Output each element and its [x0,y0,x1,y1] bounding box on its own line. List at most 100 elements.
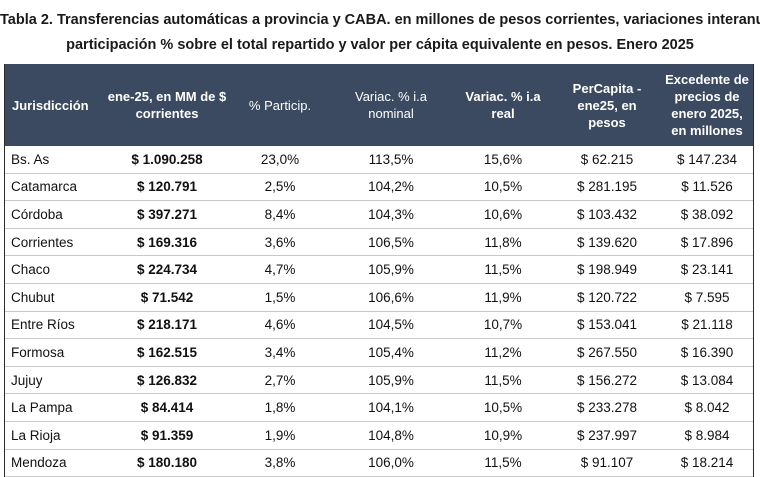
cell-var-nominal: 105,9% [329,255,453,284]
table-row: Córdoba $ 397.271 8,4% 104,3% 10,6% $ 10… [5,200,753,229]
cell-var-real: 10,5% [453,393,553,422]
cell-percapita: $ 198.949 [553,255,661,284]
cell-excedente: $ 18.214 [661,449,753,477]
cell-var-nominal: 104,2% [329,173,453,202]
header-excedente: Excedente de precios de enero 2025, en m… [661,64,753,146]
header-var-real: Variac. % i.a real [453,64,553,146]
cell-excedente: $ 23.141 [661,255,753,284]
table-body: Bs. As $ 1.090.258 23,0% 113,5% 15,6% $ … [5,146,753,477]
cell-particip: 1,9% [231,421,329,450]
cell-monto: $ 169.316 [103,228,231,257]
cell-percapita: $ 62.215 [553,146,661,174]
cell-monto: $ 224.734 [103,255,231,284]
table-title-line-1: Tabla 2. Transferencias automáticas a pr… [0,12,760,28]
cell-var-real: 11,5% [453,449,553,477]
cell-percapita: $ 156.272 [553,366,661,395]
cell-var-nominal: 106,6% [329,283,453,312]
cell-excedente: $ 8.984 [661,421,753,450]
cell-percapita: $ 267.550 [553,338,661,367]
cell-monto: $ 180.180 [103,449,231,477]
cell-particip: 4,6% [231,311,329,340]
cell-monto: $ 120.791 [103,173,231,202]
cell-excedente: $ 16.390 [661,338,753,367]
cell-jurisdiccion: La Pampa [5,393,103,422]
cell-percapita: $ 281.195 [553,173,661,202]
cell-var-nominal: 104,8% [329,421,453,450]
cell-jurisdiccion: Bs. As [5,146,103,174]
cell-percapita: $ 103.432 [553,200,661,229]
cell-percapita: $ 153.041 [553,311,661,340]
cell-jurisdiccion: Chaco [5,255,103,284]
cell-particip: 4,7% [231,255,329,284]
cell-var-nominal: 105,4% [329,338,453,367]
cell-var-nominal: 104,3% [329,200,453,229]
cell-var-nominal: 113,5% [329,146,453,174]
table-row: Chubut $ 71.542 1,5% 106,6% 11,9% $ 120.… [5,283,753,312]
header-jurisdiccion: Jurisdicción [5,64,103,146]
table-row: La Pampa $ 84.414 1,8% 104,1% 10,5% $ 23… [5,393,753,422]
cell-particip: 3,6% [231,228,329,257]
header-particip: % Particip. [231,64,329,146]
cell-percapita: $ 139.620 [553,228,661,257]
cell-jurisdiccion: Entre Ríos [5,311,103,340]
cell-percapita: $ 233.278 [553,393,661,422]
cell-var-real: 11,2% [453,338,553,367]
header-percapita: PerCapita - ene25, en pesos [553,64,661,146]
table-row: Corrientes $ 169.316 3,6% 106,5% 11,8% $… [5,228,753,257]
cell-monto: $ 397.271 [103,200,231,229]
cell-particip: 2,7% [231,366,329,395]
cell-monto: $ 218.171 [103,311,231,340]
cell-percapita: $ 237.997 [553,421,661,450]
cell-excedente: $ 13.084 [661,366,753,395]
cell-percapita: $ 91.107 [553,449,661,477]
table-row: Mendoza $ 180.180 3,8% 106,0% 11,5% $ 91… [5,449,753,477]
cell-var-real: 10,6% [453,200,553,229]
cell-monto: $ 126.832 [103,366,231,395]
cell-var-nominal: 106,5% [329,228,453,257]
cell-monto: $ 1.090.258 [103,146,231,174]
cell-var-nominal: 104,1% [329,393,453,422]
cell-excedente: $ 21.118 [661,311,753,340]
table-row: Entre Ríos $ 218.171 4,6% 104,5% 10,7% $… [5,311,753,340]
table-title: Tabla 2. Transferencias automáticas a pr… [0,8,760,58]
header-monto: ene-25, en MM de $ corrientes [103,64,231,146]
cell-monto: $ 71.542 [103,283,231,312]
table-row: La Rioja $ 91.359 1,9% 104,8% 10,9% $ 23… [5,421,753,450]
cell-jurisdiccion: Jujuy [5,366,103,395]
cell-particip: 3,8% [231,449,329,477]
cell-particip: 23,0% [231,146,329,174]
cell-excedente: $ 17.896 [661,228,753,257]
cell-jurisdiccion: Córdoba [5,200,103,229]
cell-var-real: 15,6% [453,146,553,174]
cell-var-nominal: 106,0% [329,449,453,477]
table-row: Chaco $ 224.734 4,7% 105,9% 11,5% $ 198.… [5,255,753,284]
table-header: Jurisdicción ene-25, en MM de $ corrient… [5,64,753,146]
header-row: Jurisdicción ene-25, en MM de $ corrient… [5,64,753,146]
cell-var-real: 10,9% [453,421,553,450]
cell-var-real: 11,9% [453,283,553,312]
cell-var-nominal: 105,9% [329,366,453,395]
cell-excedente: $ 38.092 [661,200,753,229]
cell-var-real: 11,5% [453,255,553,284]
header-var-nominal: Variac. % i.a nominal [329,64,453,146]
cell-jurisdiccion: Catamarca [5,173,103,202]
cell-particip: 8,4% [231,200,329,229]
cell-particip: 2,5% [231,173,329,202]
cell-monto: $ 91.359 [103,421,231,450]
table-row: Jujuy $ 126.832 2,7% 105,9% 11,5% $ 156.… [5,366,753,395]
cell-jurisdiccion: Corrientes [5,228,103,257]
table-row: Formosa $ 162.515 3,4% 105,4% 11,2% $ 26… [5,338,753,367]
table-row: Catamarca $ 120.791 2,5% 104,2% 10,5% $ … [5,173,753,202]
cell-percapita: $ 120.722 [553,283,661,312]
cell-excedente: $ 7.595 [661,283,753,312]
cell-particip: 1,5% [231,283,329,312]
cell-var-real: 10,7% [453,311,553,340]
cell-var-nominal: 104,5% [329,311,453,340]
transfers-table-container: Jurisdicción ene-25, en MM de $ corrient… [4,64,754,477]
cell-var-real: 11,8% [453,228,553,257]
table-row: Bs. As $ 1.090.258 23,0% 113,5% 15,6% $ … [5,146,753,174]
cell-jurisdiccion: La Rioja [5,421,103,450]
cell-jurisdiccion: Formosa [5,338,103,367]
cell-monto: $ 162.515 [103,338,231,367]
transfers-table: Jurisdicción ene-25, en MM de $ corrient… [5,64,753,477]
